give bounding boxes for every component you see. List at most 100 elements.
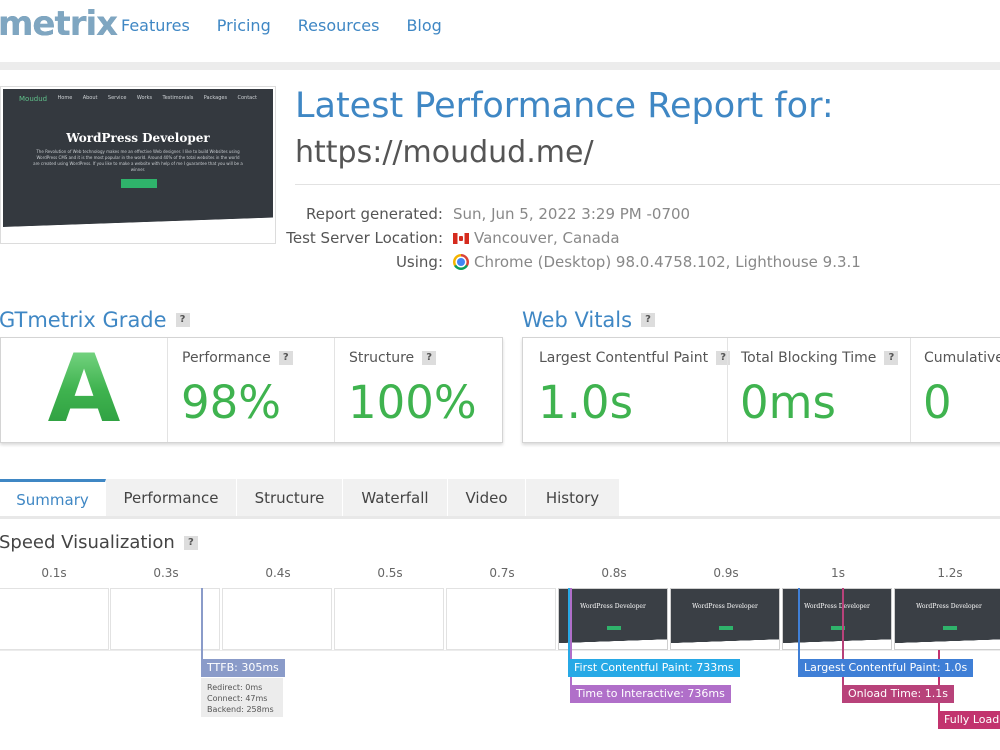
performance-value: 98% (181, 376, 282, 429)
nav-pricing[interactable]: Pricing (216, 16, 271, 35)
tick-label: 1.2s (937, 566, 963, 580)
speed-heading-text: Speed Visualization (0, 532, 175, 553)
filmstrip-frame[interactable] (0, 588, 109, 650)
filmstrip-frame[interactable]: WordPress Developer (558, 588, 668, 650)
metric-label: Cumulative (924, 350, 1000, 366)
meta-report-generated: Report generated: Sun, Jun 5, 2022 3:29 … (295, 205, 1000, 227)
cls-value: 0 (923, 376, 952, 429)
browser-text: Chrome (Desktop) 98.0.4758.102, Lighthou… (474, 253, 861, 271)
meta-server-location: Test Server Location: Vancouver, Canada (286, 229, 1000, 251)
thumbnail-nav-item: Works (136, 95, 153, 101)
tbt-metric: Total Blocking Time ? 0ms (727, 338, 910, 442)
filmstrip-frame[interactable] (110, 588, 220, 650)
thumbnail-nav-item: About (82, 95, 98, 101)
filmstrip-frame[interactable] (334, 588, 444, 650)
tab-history[interactable]: History (526, 479, 620, 517)
report-url[interactable]: https://moudud.me/ (295, 135, 594, 170)
tick-label: 0.8s (601, 566, 627, 580)
meta-using: Using: Chrome (Desktop) 98.0.4758.102, L… (295, 253, 1000, 275)
help-icon[interactable]: ? (422, 351, 437, 365)
tick-label: 0.1s (41, 566, 67, 580)
main-nav: Features Pricing Resources Blog (121, 16, 469, 35)
chrome-icon (453, 254, 469, 270)
tab-waterfall[interactable]: Waterfall (343, 479, 448, 517)
meta-value: Vancouver, Canada (453, 229, 620, 247)
meta-label: Report generated: (305, 205, 443, 223)
frame-button (831, 626, 845, 630)
speed-heading: Speed Visualization ? (0, 532, 198, 553)
lcp-value: 1.0s (538, 376, 634, 429)
performance-metric: Performance ? 98% (168, 338, 334, 442)
tab-video[interactable]: Video (448, 479, 526, 517)
top-bar: metrix Features Pricing Resources Blog (0, 0, 1000, 62)
site-screenshot[interactable]: Moudud Home About Service Works Testimon… (0, 86, 276, 244)
ttfb-redirect: Redirect: 0ms (207, 683, 263, 692)
onload-marker[interactable]: Onload Time: 1.1s (842, 685, 954, 703)
meta-value: Chrome (Desktop) 98.0.4758.102, Lighthou… (453, 253, 861, 271)
nav-features[interactable]: Features (121, 16, 190, 35)
help-icon[interactable]: ? (183, 535, 198, 550)
metric-divider (910, 338, 911, 442)
filmstrip-frame[interactable]: WordPress Developer (782, 588, 892, 650)
help-icon[interactable]: ? (884, 351, 899, 365)
performance-label: Performance (182, 350, 271, 366)
structure-label: Structure (349, 350, 415, 366)
frame-button (607, 626, 621, 630)
metric-label: Total Blocking Time ? (741, 350, 899, 366)
filmstrip-frame[interactable]: WordPress Developer (894, 588, 1000, 650)
ttfb-backend: Backend: 258ms (207, 705, 274, 714)
grade-letter: A (1, 338, 168, 442)
metric-divider (727, 338, 728, 442)
tab-summary[interactable]: Summary (0, 479, 106, 517)
ttfb-marker[interactable]: TTFB: 305ms (201, 659, 285, 677)
thumbnail-title: WordPress Developer (66, 131, 210, 145)
tab-structure[interactable]: Structure (237, 479, 343, 517)
help-icon[interactable]: ? (716, 351, 731, 365)
thumbnail-nav: Moudud Home About Service Works Testimon… (19, 95, 257, 103)
filmstrip-rule (0, 650, 1000, 651)
vitals-heading: Web Vitals ? (522, 308, 656, 332)
thumbnail-text: The Revolution of Web technology makes m… (33, 149, 243, 172)
gtmetrix-logo[interactable]: metrix (0, 4, 118, 44)
frame-button (719, 626, 733, 630)
frame-title: WordPress Developer (580, 603, 646, 610)
grade-heading-text: GTmetrix Grade (0, 308, 167, 332)
tick-label: 1s (831, 566, 845, 580)
thumbnail-nav-item: Home (57, 95, 73, 101)
tick-label: 0.5s (377, 566, 403, 580)
help-icon[interactable]: ? (278, 351, 293, 365)
nav-resources[interactable]: Resources (297, 16, 380, 35)
filmstrip: WordPress Developer WordPress Developer … (0, 588, 1000, 650)
tti-marker[interactable]: Time to Interactive: 736ms (570, 685, 731, 703)
frame-title: WordPress Developer (916, 603, 982, 610)
vitals-panel: Largest Contentful Paint ? 1.0s Total Bl… (522, 337, 1000, 443)
ttfb-line (201, 588, 203, 660)
tbt-label: Total Blocking Time (741, 350, 877, 366)
fcp-line (568, 588, 570, 660)
filmstrip-frame[interactable]: WordPress Developer (670, 588, 780, 650)
fcp-marker[interactable]: First Contentful Paint: 733ms (568, 659, 740, 677)
lcp-marker[interactable]: Largest Contentful Paint: 1.0s (798, 659, 974, 677)
cls-metric: Cumulative 0 (910, 338, 1000, 442)
fully-loaded-line (938, 650, 940, 712)
metric-label: Structure ? (349, 350, 437, 366)
thumbnail-brand: Moudud (19, 95, 48, 103)
report-divider (295, 184, 1000, 185)
help-icon[interactable]: ? (175, 313, 190, 327)
ttfb-connect: Connect: 47ms (207, 694, 268, 703)
tick-label: 0.3s (153, 566, 179, 580)
lcp-line (798, 588, 800, 660)
meta-label: Using: (395, 253, 443, 271)
help-icon[interactable]: ? (641, 313, 656, 327)
metric-label: Performance ? (182, 350, 293, 366)
nav-blog[interactable]: Blog (406, 16, 442, 35)
filmstrip-frame[interactable] (446, 588, 556, 650)
canada-flag-icon (453, 232, 469, 244)
fully-loaded-marker[interactable]: Fully Loaded (938, 711, 1000, 729)
tab-performance[interactable]: Performance (106, 479, 237, 517)
report-tabs: Summary Performance Structure Waterfall … (0, 479, 620, 517)
filmstrip-frame[interactable] (222, 588, 332, 650)
grade-letter-text: A (47, 335, 121, 444)
onload-line (842, 588, 844, 686)
grade-panel: A Performance ? 98% Structure ? 100% (0, 337, 503, 443)
